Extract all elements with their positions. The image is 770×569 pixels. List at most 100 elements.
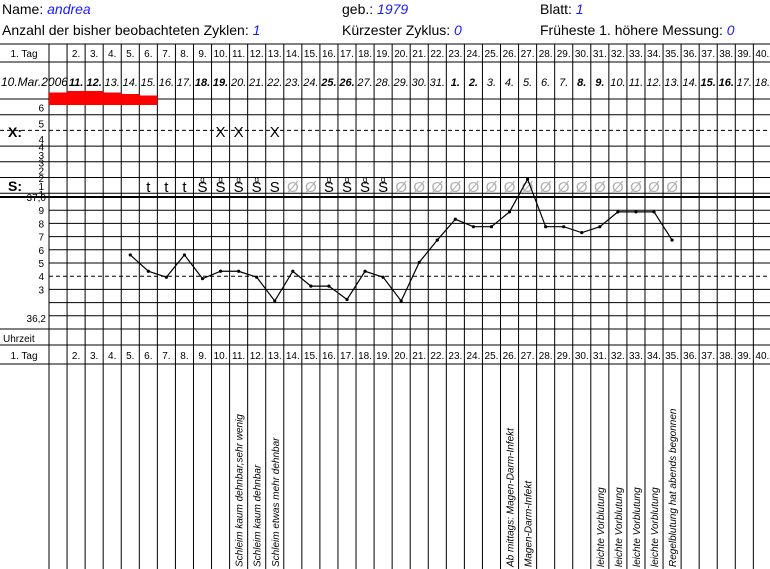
x-mark: X	[270, 124, 280, 141]
temperature-point	[544, 225, 548, 229]
day-header: 4.	[108, 49, 116, 60]
day-header: 9.	[198, 49, 206, 60]
day-header-bottom: 15.	[304, 351, 318, 362]
day-header-bottom: 14.	[286, 351, 300, 362]
mucus-symbol: Ø	[287, 179, 299, 196]
mucus-symbol: Ø	[666, 179, 678, 196]
day-note: leichte Vorblutung	[596, 487, 607, 567]
day-header-bottom: 34.	[647, 351, 661, 362]
day-header-bottom: 23.	[448, 351, 462, 362]
temperature-point	[291, 269, 295, 273]
date-label: 30.	[412, 77, 427, 89]
mucus-symbol: Ø	[576, 179, 588, 196]
mucus-symbol: S	[342, 179, 352, 196]
x-mark: X	[234, 124, 244, 141]
date-label: 13.	[105, 77, 120, 89]
day-header-bottom: 24.	[466, 351, 480, 362]
date-label: 15.	[141, 77, 156, 89]
mucus-superscript: g	[363, 175, 367, 184]
temperature-point	[200, 277, 205, 281]
mucus-symbol: t	[182, 179, 187, 196]
day-header-bottom: 36.	[683, 351, 697, 362]
x-mark: X	[216, 124, 226, 141]
born-value: 1979	[377, 1, 409, 17]
mucus-symbol: Ø	[630, 179, 642, 196]
cycles-value: 1	[252, 22, 261, 38]
mucus-symbol: Ø	[431, 179, 443, 196]
day-header: 35.	[665, 49, 679, 60]
mucus-symbol: Ø	[648, 179, 660, 196]
temp-tick: 3	[38, 285, 44, 296]
temperature-point	[634, 210, 638, 214]
mucus-symbol: Ø	[468, 179, 480, 196]
earliest-measurement-value: 0	[726, 22, 735, 38]
date-label: 11.	[69, 77, 83, 89]
day-header: 15.	[304, 49, 318, 60]
temperature-point	[670, 238, 674, 242]
mucus-symbol: S	[270, 179, 280, 196]
temperature-point	[525, 177, 530, 181]
date-label: 18.	[755, 77, 770, 89]
sheet-label: Blatt:	[540, 1, 572, 17]
temperature-point	[507, 210, 512, 214]
day-header: 27.	[521, 49, 535, 60]
bleeding-tick: 5	[38, 119, 44, 130]
mucus-tick: 3	[38, 158, 44, 169]
temperature-point	[363, 269, 367, 273]
mucus-symbol: S	[234, 179, 244, 196]
day-header: 11.	[232, 49, 245, 60]
day-note: leichte Vorblutung	[614, 487, 625, 567]
shortest-cycle-field: Kürzester Zyklus: 0	[342, 22, 462, 38]
day-header-bottom: 2.	[72, 351, 80, 362]
day-note: Magen-Darm-Infekt	[524, 480, 535, 567]
temperature-point	[218, 269, 223, 273]
temperature-point	[562, 225, 566, 229]
born-label: geb.:	[342, 1, 374, 17]
date-label: 23.	[284, 77, 300, 89]
day-note: Schleim kaum dehnbar	[253, 464, 264, 567]
day-header-bottom: 11.	[232, 351, 245, 362]
day-header-bottom: 33.	[629, 351, 643, 362]
shortest-cycle-value: 0	[454, 22, 462, 38]
temperature-point	[164, 275, 168, 279]
date-label: 25.	[320, 77, 336, 89]
day-header: 8.	[180, 49, 188, 60]
bleeding-bar	[103, 92, 122, 105]
date-label: 29.	[393, 77, 409, 89]
day-header: 22.	[430, 49, 444, 60]
day-header: 38.	[719, 49, 733, 60]
temperature-point	[237, 269, 241, 273]
bleeding-bar	[85, 91, 104, 105]
date-label: 7.	[559, 77, 568, 89]
day-note: Regelblutung hat abends begonnen	[668, 408, 679, 567]
day-header: 10.	[214, 49, 228, 60]
day-header-bottom: 31.	[593, 351, 607, 362]
day-header: 32.	[611, 49, 625, 60]
temp-tick: 8	[38, 219, 44, 230]
mucus-symbol: Ø	[486, 179, 498, 196]
day-header: 39.	[737, 49, 751, 60]
temperature-point	[327, 284, 331, 288]
date-label: 31.	[430, 77, 445, 89]
bleeding-bar	[49, 92, 68, 105]
day-header-bottom: 39.	[737, 351, 751, 362]
date-label: 14.	[682, 77, 697, 89]
mucus-symbol: Ø	[612, 179, 624, 196]
day-header-bottom: 20.	[394, 351, 408, 362]
day-header: 29.	[557, 49, 571, 60]
temperature-point	[381, 275, 385, 279]
day-header: 13.	[268, 49, 282, 60]
mucus-symbol: Ø	[558, 179, 570, 196]
mucus-superscript: g	[218, 175, 222, 184]
date-label: 10.Mar.2006	[1, 75, 68, 89]
mucus-symbol: Ø	[413, 179, 425, 196]
day-header-bottom: 1. Tag	[10, 351, 37, 362]
bleeding-bar	[121, 94, 140, 105]
mucus-symbol: Ø	[594, 179, 606, 196]
date-label: 4.	[505, 77, 514, 89]
mucus-tick: 1	[38, 190, 44, 201]
day-header-bottom: 6.	[144, 351, 152, 362]
temp-tick: 7	[38, 233, 44, 244]
date-label: 19.	[213, 77, 228, 89]
